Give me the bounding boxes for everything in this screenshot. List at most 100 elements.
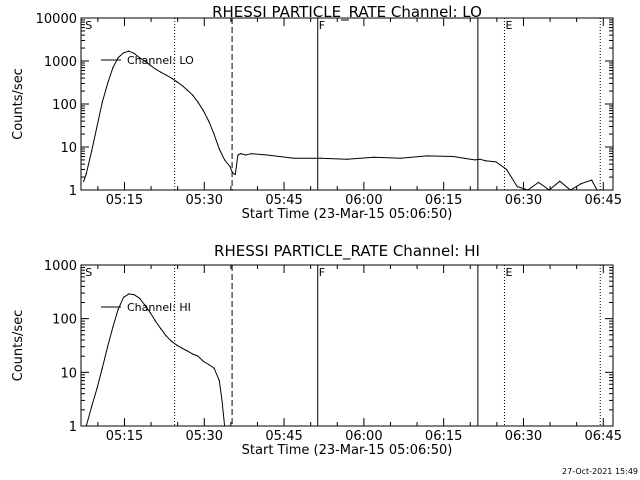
hi-event-label: S: [85, 266, 92, 279]
lo-data-point: [527, 189, 529, 191]
hi-chart-title: RHESSI PARTICLE_RATE Channel: HI: [214, 242, 480, 261]
hi-legend-label: Channel: HI: [127, 301, 191, 314]
hi-y-tick-label: 10: [60, 366, 77, 381]
lo-y-tick-label: 10000: [36, 12, 77, 27]
lo-data-point: [85, 173, 87, 175]
lo-data-point: [234, 173, 236, 176]
lo-data-point: [559, 180, 561, 182]
hi-y-axis-label: Counts/sec: [11, 310, 26, 382]
lo-x-tick-label: 06:15: [425, 193, 462, 208]
hi-series-line: [85, 293, 226, 427]
lo-data-point: [537, 181, 540, 184]
hi-data-point: [85, 425, 87, 427]
hi-data-point: [213, 367, 215, 369]
hi-data-point: [218, 380, 220, 382]
lo-data-point: [399, 157, 401, 159]
lo-data-point: [197, 101, 199, 103]
lo-data-point: [569, 189, 572, 191]
lo-data-point: [202, 110, 204, 112]
hi-data-point: [165, 335, 167, 337]
lo-x-tick-label: 05:30: [186, 193, 223, 208]
lo-data-point: [484, 160, 486, 162]
hi-data-point: [192, 353, 194, 355]
hi-event-label: E: [505, 266, 512, 279]
lo-x-tick-label: 05:45: [265, 193, 302, 208]
lo-data-point: [250, 153, 252, 155]
lo-data-point: [165, 74, 167, 76]
lo-panel: RHESSI PARTICLE_RATE Channel: LO 05:15 05:…: [11, 3, 622, 222]
lo-x-tick-label: 06:00: [345, 193, 382, 208]
hi-data-point: [170, 340, 173, 342]
hi-x-tick-label: 06:15: [425, 429, 462, 444]
lo-data-point: [133, 52, 135, 55]
lo-data-point: [452, 155, 454, 158]
lo-x-axis-label: Start Time (23-Mar-15 05:06:50): [242, 207, 453, 222]
lo-data-point: [240, 153, 242, 155]
lo-data-point: [232, 172, 234, 174]
lo-data-point: [122, 52, 125, 54]
hi-data-point: [122, 296, 125, 298]
lo-data-point: [149, 64, 151, 66]
lo-event-label: S: [85, 19, 92, 32]
hi-x-tick-label: 06:30: [505, 429, 542, 444]
hi-y-tick-label: 100: [52, 313, 77, 328]
hi-data-point: [128, 293, 130, 295]
lo-data-point: [516, 185, 518, 188]
hi-data-point: [101, 367, 103, 369]
hi-data-point: [176, 344, 178, 346]
hi-data-point: [197, 355, 199, 357]
lo-data-point: [245, 154, 247, 156]
lo-y-tick-label: 1000: [44, 55, 77, 70]
hi-data-point: [224, 425, 226, 427]
lo-data-point: [101, 101, 103, 103]
lo-series-line: [83, 50, 598, 191]
lo-y-tick-label: 10: [60, 141, 77, 156]
lo-y-tick-label: 100: [52, 98, 77, 113]
hi-x-tick-label: 05:30: [186, 429, 223, 444]
hi-y-tick-label: 1: [69, 420, 77, 435]
hi-data-point: [186, 350, 188, 352]
lo-data-point: [229, 166, 231, 168]
lo-data-point: [117, 56, 119, 59]
lo-data-point: [160, 71, 162, 73]
lo-data-point: [319, 157, 321, 159]
hi-data-point: [181, 347, 183, 349]
lo-x-tick-label: 05:15: [106, 193, 143, 208]
hi-x-tick-label: 06:45: [585, 429, 622, 444]
hi-data-point: [107, 346, 109, 348]
lo-data-point: [426, 155, 428, 157]
lo-data-point: [218, 148, 220, 150]
lo-data-point: [170, 77, 173, 79]
lo-data-point: [192, 94, 194, 96]
lo-data-point: [237, 154, 239, 156]
hi-data-point: [202, 360, 204, 362]
lo-data-point: [208, 120, 210, 122]
lo-data-point: [266, 154, 268, 156]
lo-data-point: [495, 161, 497, 163]
hi-data-point: [221, 399, 223, 401]
lo-x-tick-label: 06:30: [505, 193, 542, 208]
lo-data-point: [176, 81, 178, 83]
hi-panel: RHESSI PARTICLE_RATE Channel: HI 05:15 05:…: [11, 242, 622, 458]
lo-data-point: [548, 189, 550, 191]
lo-legend-label: Channel: LO: [127, 54, 194, 67]
lo-data-point: [154, 68, 157, 70]
hi-data-point: [138, 297, 141, 299]
lo-data-point: [181, 84, 183, 87]
lo-data-point: [346, 158, 348, 160]
lo-data-point: [580, 183, 582, 185]
hi-data-point: [160, 328, 162, 330]
hi-x-tick-label: 05:15: [106, 429, 143, 444]
lo-event-label: E: [505, 19, 512, 32]
lo-plot-frame: [80, 17, 614, 191]
lo-data-point: [128, 50, 130, 52]
lo-data-point: [474, 159, 476, 161]
lo-data-point: [96, 125, 98, 128]
hi-data-point: [91, 405, 93, 408]
hi-data-point: [149, 311, 151, 314]
lo-data-point: [479, 158, 481, 160]
lo-data-point: [373, 156, 375, 158]
hi-data-point: [144, 304, 146, 306]
lo-data-point: [107, 82, 109, 85]
